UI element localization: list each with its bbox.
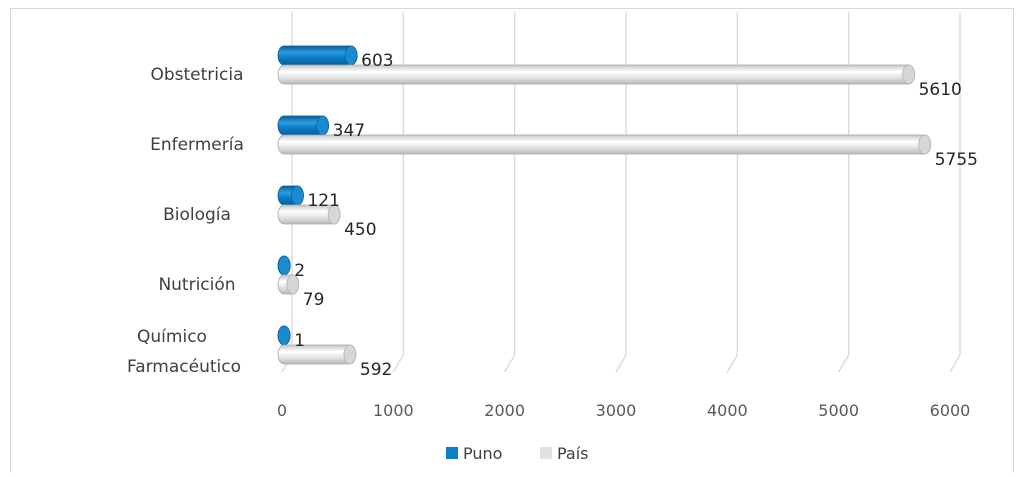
data-label-puno-biologia: 121 bbox=[307, 191, 339, 211]
gridline-5000 bbox=[838, 12, 850, 373]
category-label-obstetricia: Obstetricia bbox=[150, 65, 243, 85]
bar-puno-nutricion bbox=[277, 255, 291, 276]
bar-puno-biologia bbox=[277, 185, 304, 206]
category-label-quimico-farmaceutico: Químico Farmacéutico bbox=[127, 327, 241, 377]
bar-pais-enfermeria bbox=[277, 134, 932, 155]
category-label-biologia: Biología bbox=[163, 205, 231, 225]
data-label-puno-quimico-farmaceutico: 1 bbox=[294, 331, 305, 351]
data-label-pais-nutricion: 79 bbox=[303, 290, 325, 310]
x-tick-label-6000: 6000 bbox=[930, 401, 971, 420]
data-label-puno-nutricion: 2 bbox=[294, 261, 305, 281]
gridline-1000 bbox=[392, 12, 404, 373]
legend-label-pais: País bbox=[557, 444, 589, 463]
gridline-2000 bbox=[504, 12, 516, 373]
bar-puno-quimico-farmaceutico bbox=[277, 325, 291, 346]
category-label-nutricion: Nutrición bbox=[158, 275, 235, 295]
bar-pais-quimico-farmaceutico bbox=[277, 344, 357, 365]
x-tick-label-2000: 2000 bbox=[484, 401, 525, 420]
category-labels: Obstetricia Enfermería Biología Nutrición Qu… bbox=[127, 65, 244, 377]
gridline-4000 bbox=[726, 12, 738, 373]
bar-puno-enfermeria bbox=[277, 115, 330, 136]
data-label-pais-obstetricia: 5610 bbox=[919, 80, 962, 100]
bar-pais-nutricion bbox=[277, 274, 300, 295]
x-tick-label-5000: 5000 bbox=[818, 401, 859, 420]
legend: Puno País bbox=[446, 444, 589, 463]
bar-pais-biologia bbox=[277, 204, 341, 225]
legend-swatch-puno bbox=[446, 447, 458, 459]
x-tick-label-4000: 4000 bbox=[707, 401, 748, 420]
data-label-pais-biologia: 450 bbox=[344, 220, 376, 240]
data-label-pais-quimico-farmaceutico: 592 bbox=[360, 360, 392, 380]
x-tick-label-0: 0 bbox=[277, 401, 287, 420]
gridline-6000 bbox=[949, 12, 961, 373]
bars bbox=[277, 45, 932, 365]
x-tick-label-1000: 1000 bbox=[373, 401, 414, 420]
data-label-puno-obstetricia: 603 bbox=[361, 51, 393, 71]
x-tick-label-3000: 3000 bbox=[596, 401, 637, 420]
bar-puno-obstetricia bbox=[277, 45, 358, 66]
gridline-3000 bbox=[615, 12, 627, 373]
data-label-puno-enfermeria: 347 bbox=[333, 121, 365, 141]
bar-pais-obstetricia bbox=[277, 64, 915, 85]
x-tick-labels: 0 1000 2000 3000 4000 5000 6000 bbox=[277, 401, 970, 420]
chart-frame bbox=[10, 8, 1014, 473]
legend-swatch-pais bbox=[540, 447, 552, 459]
legend-label-puno: Puno bbox=[463, 444, 502, 463]
data-label-pais-enfermeria: 5755 bbox=[935, 150, 978, 170]
category-label-enfermeria: Enfermería bbox=[150, 135, 244, 155]
